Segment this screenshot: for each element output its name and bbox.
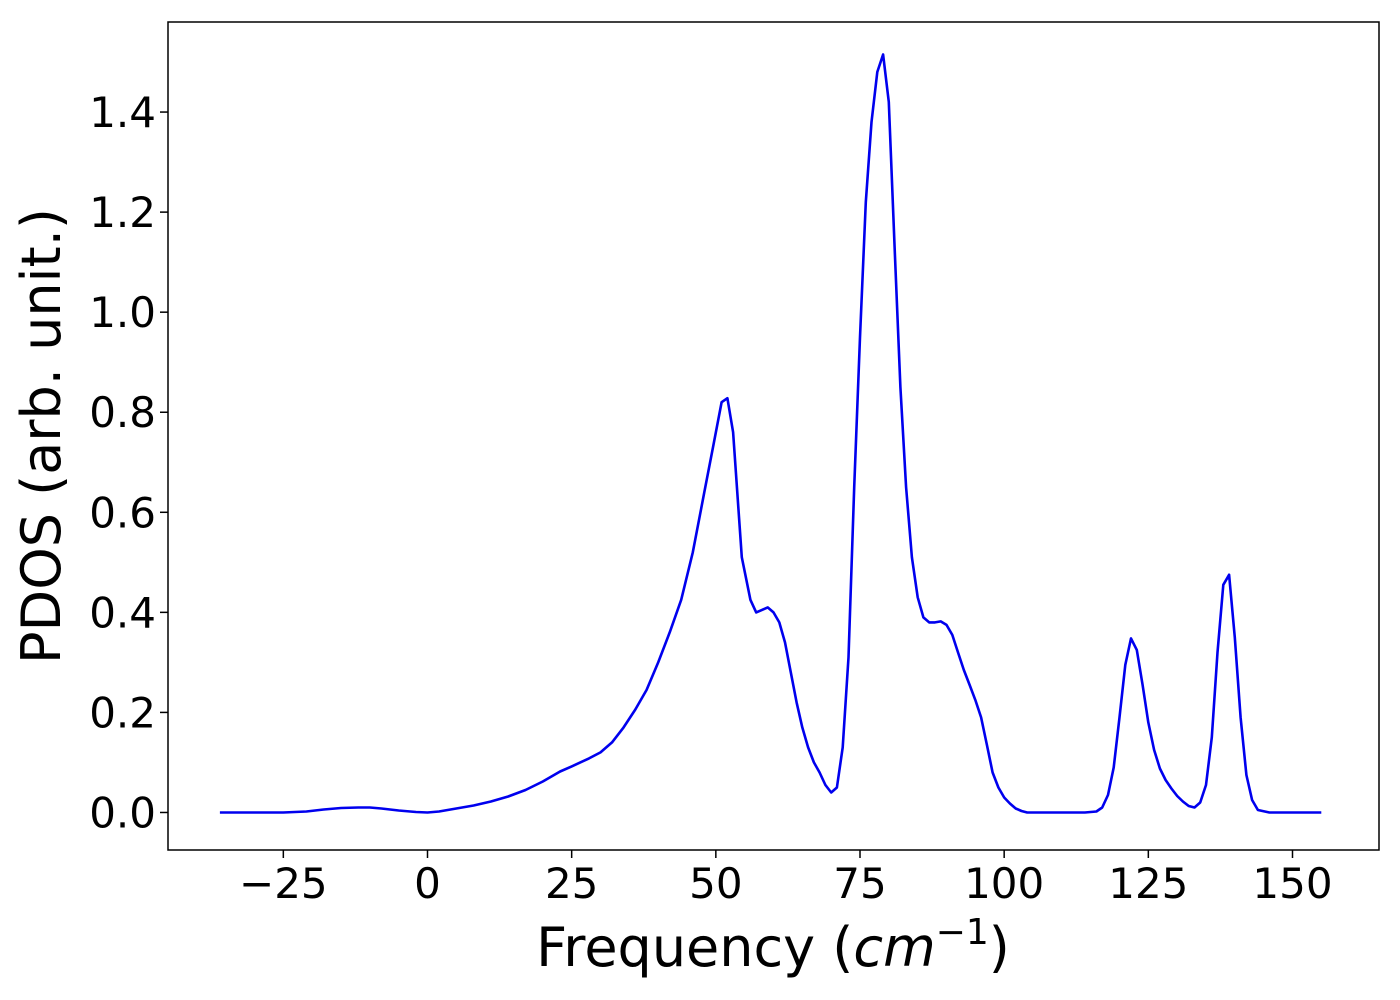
x-axis-title-exponent: −1 [936,912,989,953]
pdos-series-line [219,53,1322,814]
x-tick-label: 150 [1252,859,1332,908]
y-tick-label: 0.8 [89,388,156,437]
x-tick-label: 125 [1108,859,1188,908]
y-tick-label: 0.2 [89,688,156,737]
x-tick-label: 50 [689,859,742,908]
x-axis-ticks: −25 0 25 50 75 100 125 150 [239,850,1333,908]
series-layer [219,53,1322,814]
x-axis-title: Frequency (cm−1) [536,912,1010,979]
y-tick-label: 1.2 [89,188,156,237]
y-tick-label: 0.4 [89,588,156,637]
x-tick-label: −25 [239,859,328,908]
x-axis-title-unit: cm [853,916,935,979]
y-tick-label: 0.6 [89,488,156,537]
y-tick-label: 1.4 [89,88,156,137]
plot-area [167,21,1380,851]
x-tick-label: 75 [833,859,886,908]
x-tick-label: 100 [964,859,1044,908]
x-axis-title-close: ) [989,916,1010,979]
y-tick-label: 1.0 [89,288,156,337]
x-axis-title-text: Frequency ( [536,916,853,979]
y-axis-ticks: 0.0 0.2 0.4 0.6 0.8 1.0 1.2 1.4 [89,88,168,837]
y-axis-title: PDOS (arb. unit.) [10,208,73,664]
x-tick-label: 0 [414,859,441,908]
y-tick-label: 0.0 [89,788,156,837]
x-tick-label: 25 [545,859,598,908]
